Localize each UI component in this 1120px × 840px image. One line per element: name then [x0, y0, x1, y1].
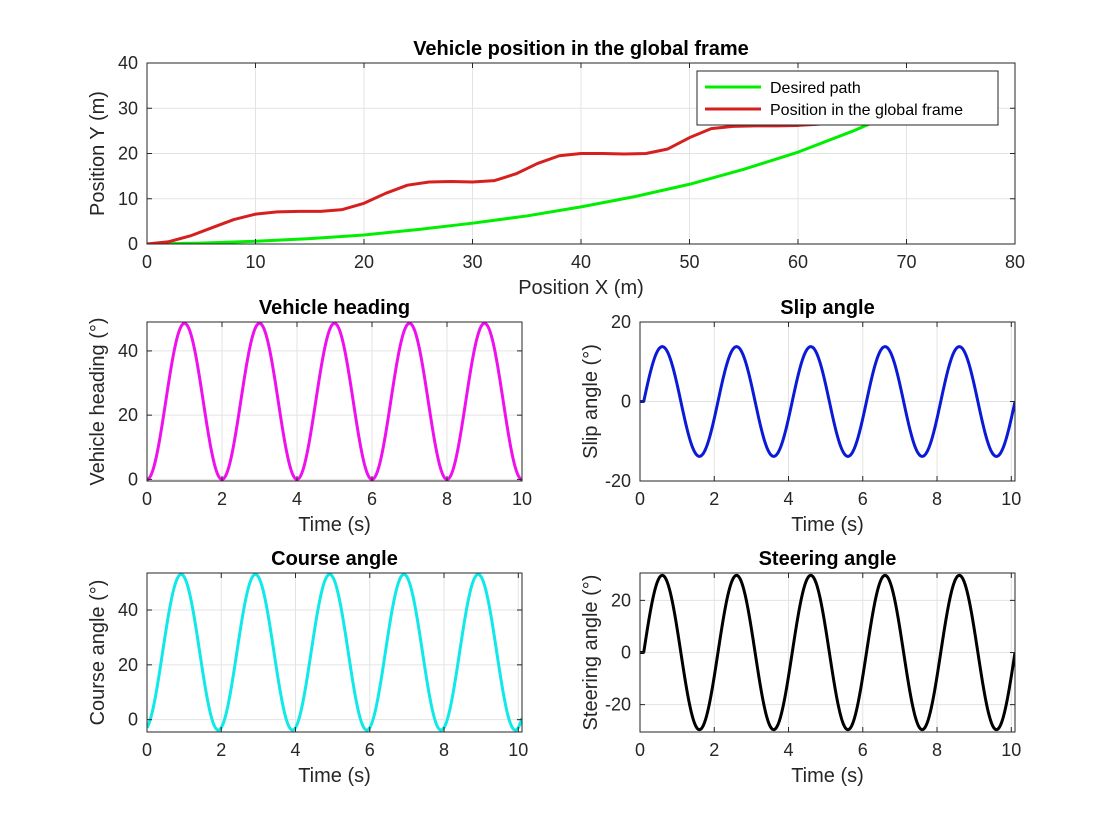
x-tick-label: 8: [932, 489, 942, 509]
x-tick-label: 4: [784, 740, 794, 760]
y-tick-label: 30: [118, 98, 138, 118]
y-tick-label: 20: [611, 312, 631, 332]
x-tick-label: 8: [442, 489, 452, 509]
x-tick-label: 0: [142, 740, 152, 760]
x-axis-label: Time (s): [298, 514, 371, 536]
plot-heading: 0 2 4 6 8 10 0 20 40 Vehicle heading Time (s) Vehic…: [87, 297, 532, 536]
series-line: [147, 322, 522, 481]
series-line-0: [147, 106, 908, 244]
plot-title: Vehicle heading: [259, 297, 410, 319]
y-axis-label: Position Y (m): [87, 91, 109, 216]
y-tick-label: 0: [128, 710, 138, 730]
x-tick-label: 10: [245, 252, 265, 272]
axes-box: [146, 321, 523, 482]
y-tick-label: 40: [118, 341, 138, 361]
x-tick-label: 10: [512, 489, 532, 509]
x-axis-label: Time (s): [791, 514, 864, 536]
x-tick-label: 30: [462, 252, 482, 272]
y-axis-label: Vehicle heading (°): [87, 317, 109, 485]
series-line: [640, 573, 1015, 732]
x-tick-label: 2: [217, 489, 227, 509]
plot-steering: 0 2 4 6 8 10 -20 0 20 Steering angle Time (s) Steer…: [580, 548, 1021, 787]
axes-box: [146, 572, 523, 733]
x-tick-label: 10: [1001, 489, 1021, 509]
x-tick-label: 0: [635, 740, 645, 760]
plot-course: 0 2 4 6 8 10 0 20 40 Course angle Time (s) Course a…: [87, 548, 528, 787]
y-tick-label: -20: [605, 471, 631, 491]
y-tick-label: 0: [621, 392, 631, 412]
y-tick-label: 20: [611, 590, 631, 610]
x-axis-label: Position X (m): [518, 277, 644, 299]
x-tick-label: 50: [679, 252, 699, 272]
x-tick-label: 4: [291, 740, 301, 760]
plot-global: 0 10 20 30 40 50 60 70 80 0 10 20 30 40 Vehicle positi…: [87, 38, 1025, 299]
series-line-1: [147, 111, 886, 244]
y-tick-label: 40: [118, 600, 138, 620]
x-tick-label: 0: [635, 489, 645, 509]
x-tick-label: 20: [354, 252, 374, 272]
y-axis-label: Steering angle (°): [580, 575, 602, 731]
x-tick-label: 6: [858, 489, 868, 509]
y-axis-label: Slip angle (°): [580, 344, 602, 459]
y-tick-label: 0: [128, 234, 138, 254]
plot-title: Slip angle: [780, 297, 874, 319]
y-tick-label: 0: [128, 469, 138, 489]
x-axis-label: Time (s): [298, 765, 371, 787]
x-tick-label: 70: [896, 252, 916, 272]
x-tick-label: 8: [932, 740, 942, 760]
plot-title: Vehicle position in the global frame: [413, 38, 749, 60]
y-tick-label: 0: [621, 643, 631, 663]
y-tick-label: 10: [118, 189, 138, 209]
x-tick-label: 4: [292, 489, 302, 509]
x-tick-label: 4: [784, 489, 794, 509]
x-tick-label: 6: [365, 740, 375, 760]
legend-box: [696, 70, 999, 126]
x-tick-label: 0: [142, 252, 152, 272]
x-tick-label: 0: [142, 489, 152, 509]
x-tick-label: 40: [571, 252, 591, 272]
legend-entry: Position in the global frame: [770, 102, 963, 119]
y-tick-label: 20: [118, 405, 138, 425]
y-tick-label: 20: [118, 144, 138, 164]
x-tick-label: 80: [1005, 252, 1025, 272]
legend: Desired path Position in the global frame: [696, 70, 999, 126]
series-line: [640, 345, 1015, 458]
x-tick-label: 60: [788, 252, 808, 272]
x-tick-label: 6: [367, 489, 377, 509]
plot-title: Steering angle: [759, 548, 897, 570]
x-tick-label: 10: [508, 740, 528, 760]
plot-title: Course angle: [271, 548, 398, 570]
legend-entry: Desired path: [770, 80, 861, 97]
x-tick-label: 10: [1001, 740, 1021, 760]
y-tick-label: 20: [118, 655, 138, 675]
y-tick-label: -20: [605, 695, 631, 715]
x-tick-label: 8: [439, 740, 449, 760]
y-axis-label: Course angle (°): [87, 580, 109, 726]
x-tick-label: 2: [709, 740, 719, 760]
x-tick-label: 2: [709, 489, 719, 509]
x-tick-label: 2: [216, 740, 226, 760]
y-tick-label: 40: [118, 53, 138, 73]
series-line: [147, 573, 522, 732]
x-tick-label: 6: [858, 740, 868, 760]
x-axis-label: Time (s): [791, 765, 864, 787]
